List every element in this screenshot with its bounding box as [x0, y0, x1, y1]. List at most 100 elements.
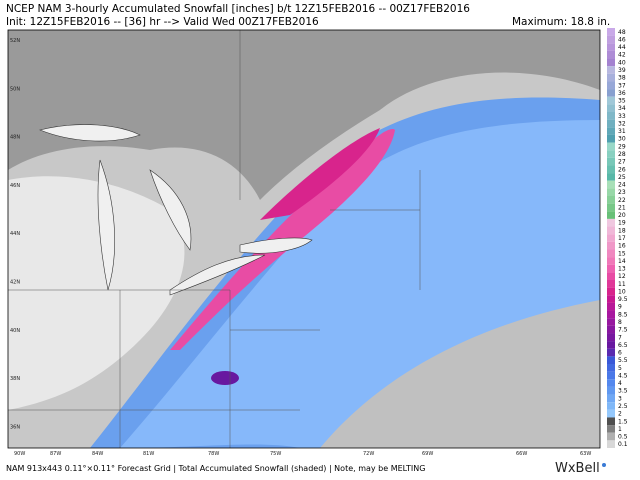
- colorbar-swatch: [607, 28, 615, 36]
- colorbar-label: 42: [618, 52, 626, 59]
- colorbar-label: 5: [618, 365, 622, 372]
- colorbar-swatch: [607, 35, 615, 44]
- lat-label: 50N: [10, 86, 20, 92]
- lat-label: 48N: [10, 135, 20, 141]
- lon-label: 81W: [143, 451, 154, 457]
- colorbar-label: 0.5: [618, 434, 628, 441]
- colorbar-label: 35: [618, 98, 626, 105]
- colorbar-label: 27: [618, 159, 626, 166]
- colorbar-swatch: [607, 226, 615, 235]
- colorbar-swatch: [607, 134, 615, 143]
- colorbar-swatch: [607, 73, 615, 82]
- lake: [39, 124, 141, 142]
- colorbar-swatch: [607, 81, 615, 90]
- colorbar-swatch: [607, 318, 615, 326]
- colorbar-swatch: [607, 264, 615, 273]
- colorbar-swatch: [607, 348, 615, 357]
- colorbar-swatch: [607, 50, 615, 59]
- colorbar-swatch: [607, 66, 615, 74]
- colorbar-swatch: [607, 287, 615, 296]
- colorbar-label: 19: [618, 220, 626, 227]
- colorbar-swatch: [607, 234, 615, 242]
- colorbar-label: 39: [618, 67, 626, 74]
- colorbar-label: 32: [618, 120, 626, 127]
- colorbar-label: 23: [618, 189, 626, 196]
- colorbar-swatch: [607, 295, 615, 303]
- colorbar-label: 16: [618, 243, 626, 250]
- lake: [149, 169, 192, 251]
- colorbar-swatch: [607, 43, 615, 51]
- colorbar-label: 44: [618, 44, 626, 51]
- colorbar-label: 20: [618, 212, 626, 219]
- lat-label: 38N: [10, 376, 20, 382]
- lon-label: 84W: [92, 451, 103, 457]
- title: NCEP NAM 3-hourly Accumulated Snowfall […: [6, 3, 470, 15]
- colorbar-swatch: [607, 341, 615, 349]
- colorbar-swatch: [607, 417, 615, 426]
- colorbar-swatch: [607, 150, 615, 158]
- lat-label: 36N: [10, 424, 20, 430]
- colorbar-swatch: [607, 432, 615, 441]
- colorbar-label: 7.5: [618, 327, 628, 334]
- colorbar-swatch: [607, 104, 615, 112]
- subtitle: Init: 12Z15FEB2016 -- [36] hr --> Valid …: [6, 16, 319, 28]
- colorbar-swatch: [607, 188, 615, 196]
- colorbar-label: 31: [618, 128, 626, 135]
- colorbar-swatch: [607, 218, 615, 227]
- lon-label: 87W: [50, 451, 61, 457]
- colorbar-label: 1.5: [618, 418, 628, 425]
- lat-label: 42N: [10, 280, 20, 286]
- colorbar-swatch: [607, 371, 615, 380]
- boundary: [8, 30, 421, 448]
- colorbar-swatch: [607, 119, 615, 128]
- colorbar-label: 48: [618, 29, 626, 36]
- colorbar-swatch: [607, 127, 615, 135]
- colorbar-label: 9: [618, 304, 622, 311]
- colorbar-swatch: [607, 249, 615, 258]
- colorbar-swatch: [607, 325, 615, 334]
- colorbar-label: 28: [618, 151, 626, 158]
- lon-label: 69W: [422, 451, 433, 457]
- colorbar-swatch: [607, 364, 615, 372]
- colorbar-label: 25: [618, 174, 626, 181]
- colorbar-swatch: [607, 440, 615, 448]
- lake: [169, 254, 266, 296]
- colorbar-label: 3: [618, 395, 622, 402]
- map-frame: [7, 29, 601, 449]
- shade: [8, 176, 185, 410]
- lon-label: 75W: [270, 451, 281, 457]
- colorbar-label: 6.5: [618, 342, 628, 349]
- colorbar-swatch: [607, 257, 615, 265]
- colorbar-label: 4: [618, 380, 622, 387]
- colorbar-swatch: [607, 280, 615, 288]
- colorbar-swatch: [607, 180, 615, 189]
- lat-label: 44N: [10, 231, 20, 237]
- shade: [320, 300, 600, 448]
- colorbar-swatch: [607, 173, 615, 181]
- colorbar-swatch: [607, 333, 615, 342]
- colorbar-label: 13: [618, 266, 626, 273]
- colorbar-label: 7: [618, 334, 622, 341]
- colorbar-label: 37: [618, 82, 626, 89]
- colorbar-label: 2.5: [618, 403, 628, 410]
- colorbar-label: 30: [618, 136, 626, 143]
- lat-label: 40N: [10, 328, 20, 334]
- colorbar-swatch: [607, 157, 615, 166]
- lon-label: 90W: [14, 451, 25, 457]
- colorbar-swatch: [607, 211, 615, 219]
- colorbar-label: 10: [618, 288, 626, 295]
- colorbar-label: 12: [618, 273, 626, 280]
- colorbar-label: 38: [618, 75, 626, 82]
- colorbar-label: 1: [618, 426, 622, 433]
- colorbar-label: 8: [618, 319, 622, 326]
- colorbar-label: 5.5: [618, 357, 628, 364]
- colorbar-label: 17: [618, 235, 626, 242]
- colorbar-label: 22: [618, 197, 626, 204]
- colorbar-swatch: [607, 386, 615, 395]
- colorbar-swatch: [607, 112, 615, 120]
- lon-label: 63W: [580, 451, 591, 457]
- colorbar-label: 33: [618, 113, 626, 120]
- colorbar-swatch: [607, 302, 615, 311]
- colorbar-label: 3.5: [618, 388, 628, 395]
